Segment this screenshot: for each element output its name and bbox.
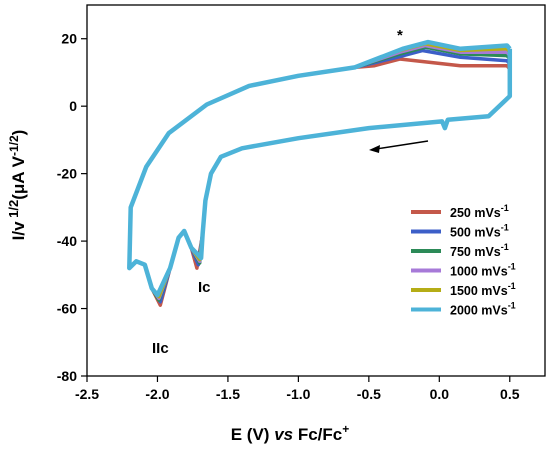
x-tick-label: -2.0 — [145, 386, 169, 402]
x-tick-label: 0.5 — [500, 386, 520, 402]
legend-label-1: 500 mVs-1 — [450, 223, 509, 240]
series-line-5 — [127, 39, 513, 298]
legend-label-3: 1000 mVs-1 — [450, 262, 516, 279]
y-tick-label: -60 — [57, 301, 77, 317]
y-tick-label: 20 — [61, 31, 77, 47]
y-tick-label: -20 — [57, 166, 77, 182]
legend: 250 mVs-1 500 mVs-1 750 mVs-1 1000 mVs-1 150… — [411, 203, 516, 318]
plot-frame — [86, 4, 546, 377]
curves-group — [127, 39, 513, 307]
x-tick-label: -2.5 — [75, 386, 99, 402]
series-line-3 — [127, 43, 512, 301]
y-tick-label: 0 — [69, 98, 77, 114]
y-tick-label: -80 — [57, 368, 77, 384]
annotation-ic: Ic — [198, 279, 211, 296]
x-tick-label: -1.0 — [286, 386, 310, 402]
series-line-2 — [127, 45, 512, 302]
x-tick-label: -1.5 — [216, 386, 240, 402]
y-axis-label: I/v 1/2(μA V-1/2) — [6, 130, 28, 241]
x-tick-label: -0.5 — [357, 386, 381, 402]
annotation-iic: IIc — [152, 340, 169, 357]
scan-direction-arrow — [369, 140, 429, 153]
annotation-star: * — [397, 27, 403, 44]
x-axis-label: E (V) vs Fc/Fc+ — [231, 422, 350, 444]
x-tick-label: 0.0 — [430, 386, 450, 402]
legend-label-2: 750 mVs-1 — [450, 242, 509, 259]
ticks-group: -2.5 -2.0 -1.5 -1.0 -0.5 0.0 0.5 -80 -60 -40 -20 0 2… — [57, 31, 520, 402]
y-tick-label: -40 — [57, 233, 77, 249]
legend-label-5: 2000 mVs-1 — [450, 301, 516, 318]
legend-label-4: 1500 mVs-1 — [450, 281, 516, 298]
legend-label-0: 250 mVs-1 — [450, 203, 509, 220]
